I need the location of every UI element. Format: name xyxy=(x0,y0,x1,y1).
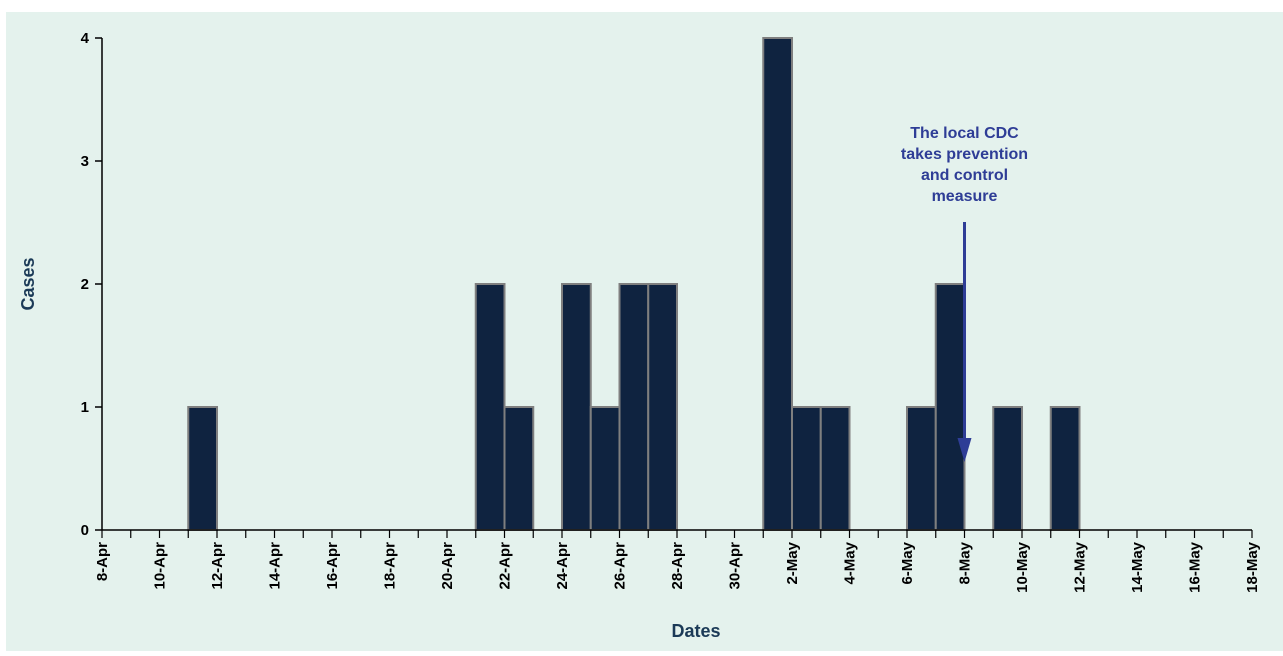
bar-2024-05-06 xyxy=(906,406,937,531)
y-ticks-group: 0 1 2 3 4 xyxy=(81,30,102,539)
bar-2024-04-27 xyxy=(647,283,678,531)
bar-2024-05-07 xyxy=(934,283,966,531)
bar-2024-05-03 xyxy=(819,406,851,531)
x-tick-label: 10-May xyxy=(1014,541,1031,593)
annotation-arrow-head xyxy=(957,438,972,462)
bar-2024-05-02 xyxy=(791,406,822,531)
y-tick-label: 1 xyxy=(81,399,89,416)
y-tick-label: 4 xyxy=(81,30,90,47)
x-tick-label: 14-May xyxy=(1129,541,1146,593)
annotation-line: The local CDC xyxy=(910,125,1019,142)
bar-2024-05-09 xyxy=(992,406,1023,531)
x-tick-label: 2-May xyxy=(784,541,801,584)
x-tick-label: 24-Apr xyxy=(554,542,571,590)
x-tick-label: 18-May xyxy=(1244,541,1261,593)
chart-panel: 0 1 2 3 4 8-Apr 10-Apr 12-Apr 14-Apr 16-Apr 18-Ap… xyxy=(6,12,1283,651)
epidemic-curve-chart: 0 1 2 3 4 8-Apr 10-Apr 12-Apr 14-Apr 16-Apr 18-Ap… xyxy=(18,30,1261,641)
x-tick-label: 20-Apr xyxy=(439,542,456,590)
annotation-line: and control xyxy=(921,167,1008,184)
x-tick-label: 16-May xyxy=(1187,541,1204,593)
x-ticks-group: 8-Apr 10-Apr 12-Apr 14-Apr 16-Apr 18-Apr 20-Ap… xyxy=(94,530,1261,593)
x-tick-label: 12-May xyxy=(1072,541,1089,593)
bar-2024-04-22 xyxy=(503,406,535,531)
x-tick-label: 26-Apr xyxy=(612,542,629,590)
x-tick-label: 8-May xyxy=(957,541,974,584)
x-tick-label: 28-Apr xyxy=(669,542,686,590)
bar-2024-04-21 xyxy=(474,283,506,531)
x-tick-label: 10-Apr xyxy=(152,542,169,590)
y-tick-label: 0 xyxy=(81,522,89,539)
bar-2024-05-11 xyxy=(1049,406,1081,531)
x-tick-label: 12-Apr xyxy=(209,542,226,590)
bar-2024-04-11 xyxy=(187,406,218,531)
annotation-line: measure xyxy=(932,188,998,205)
x-axis-label: Dates xyxy=(671,621,720,641)
bar-2024-05-01 xyxy=(762,37,793,531)
y-axis-label: Cases xyxy=(18,257,38,310)
bar-2024-04-25 xyxy=(589,406,621,531)
x-tick-label: 30-Apr xyxy=(727,542,744,590)
x-tick-label: 8-Apr xyxy=(94,542,111,581)
x-tick-label: 18-Apr xyxy=(382,542,399,590)
bar-2024-04-26 xyxy=(618,283,650,531)
x-tick-label: 16-Apr xyxy=(324,542,341,590)
annotation-line: takes prevention xyxy=(901,146,1028,163)
y-tick-label: 3 xyxy=(81,153,89,170)
x-tick-label: 14-Apr xyxy=(267,542,284,590)
y-tick-label: 2 xyxy=(81,276,89,293)
x-tick-label: 4-May xyxy=(842,541,859,584)
annotation-group: The local CDC takes prevention and control… xyxy=(901,125,1028,462)
x-tick-label: 22-Apr xyxy=(497,542,514,590)
bars-group xyxy=(187,37,1081,531)
x-tick-label: 6-May xyxy=(899,541,916,584)
bar-2024-04-24 xyxy=(561,283,592,531)
